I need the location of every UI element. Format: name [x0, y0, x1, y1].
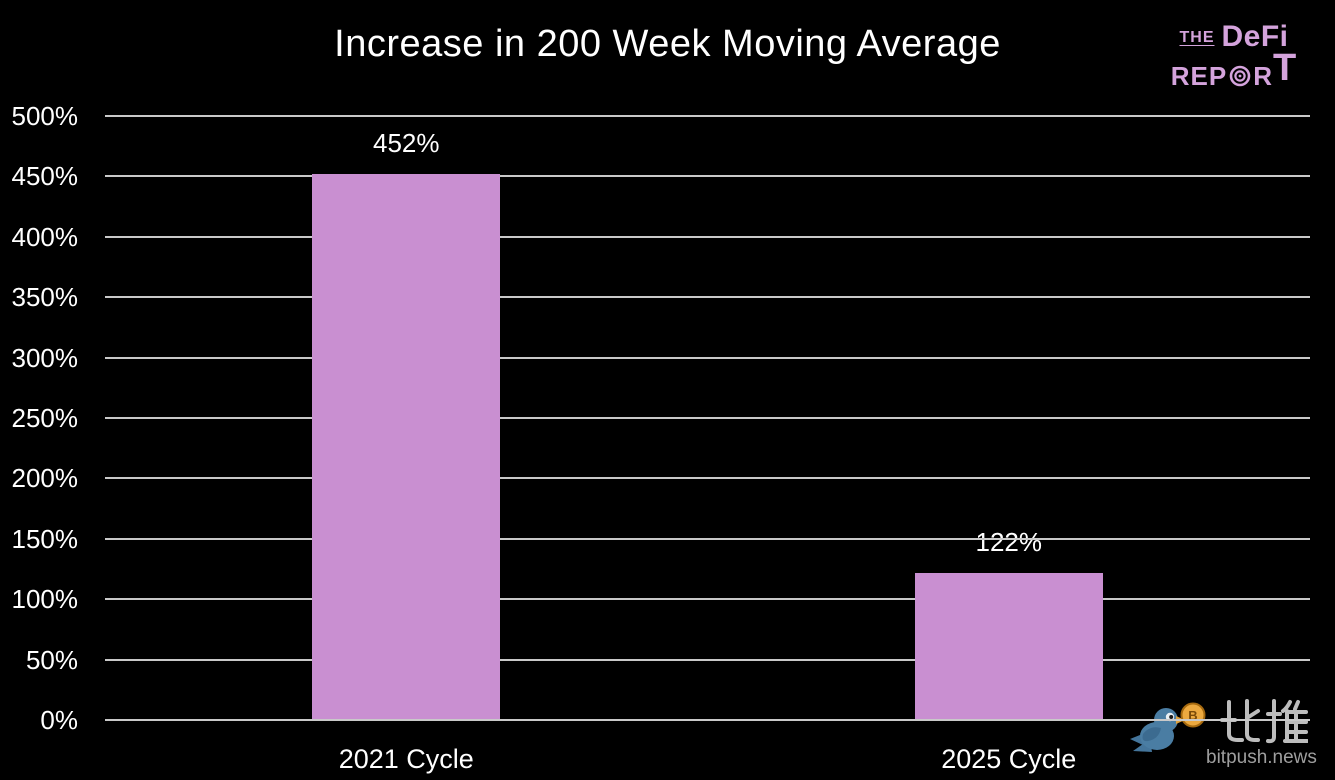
chart-title: Increase in 200 Week Moving Average	[334, 23, 1001, 65]
bar-value-label: 122%	[975, 526, 1043, 557]
svg-text:B: B	[1188, 708, 1197, 723]
y-tick-label: 250%	[11, 403, 79, 433]
gridline	[105, 477, 1310, 480]
defi-logo-report-pre: REP	[1170, 61, 1228, 91]
gridline	[105, 296, 1310, 299]
target-o-icon	[1228, 63, 1252, 91]
y-tick-label: 50%	[25, 644, 78, 675]
bar-value-label: 452%	[373, 127, 440, 158]
y-tick-label: 300%	[11, 342, 79, 373]
bitpush-cjk-logo	[1216, 698, 1309, 751]
y-tick-label: 0%	[40, 705, 78, 735]
bar	[312, 173, 501, 719]
gridline	[105, 658, 1310, 661]
gridline	[105, 356, 1310, 359]
defi-logo-line2: REP RT	[1159, 49, 1309, 92]
gridline	[105, 115, 1310, 117]
gridline	[105, 417, 1310, 419]
bitcoin-coin-icon: B	[1180, 702, 1206, 733]
bitpush-domain-text: bitpush.news	[1206, 747, 1317, 768]
gridline	[105, 537, 1310, 540]
gridline	[105, 719, 1310, 721]
defi-logo-report-r: R	[1253, 61, 1274, 91]
bird-icon	[1128, 706, 1188, 765]
defi-report-logo: THE DeFi REP RT	[1159, 22, 1309, 92]
x-category-label: 2021 Cycle	[338, 744, 474, 774]
y-tick-label: 200%	[11, 463, 79, 494]
gridline	[105, 598, 1310, 601]
defi-logo-defi: DeFi	[1221, 20, 1289, 53]
y-tick-label: 100%	[11, 584, 79, 615]
y-tick-label: 150%	[11, 523, 79, 554]
defi-logo-line1: THE DeFi	[1159, 22, 1309, 52]
y-tick-label: 500%	[11, 101, 79, 131]
gridline	[105, 235, 1310, 238]
bitpush-logo: B bitpush.news	[1128, 698, 1323, 778]
x-category-label: 2025 Cycle	[941, 744, 1077, 774]
y-tick-label: 350%	[11, 282, 79, 313]
defi-logo-report-t: T	[1273, 47, 1298, 89]
y-tick-label: 450%	[11, 161, 79, 192]
y-tick-label: 400%	[11, 221, 79, 252]
bar	[914, 572, 1103, 719]
gridline	[105, 175, 1310, 178]
defi-logo-the: THE	[1179, 29, 1215, 46]
